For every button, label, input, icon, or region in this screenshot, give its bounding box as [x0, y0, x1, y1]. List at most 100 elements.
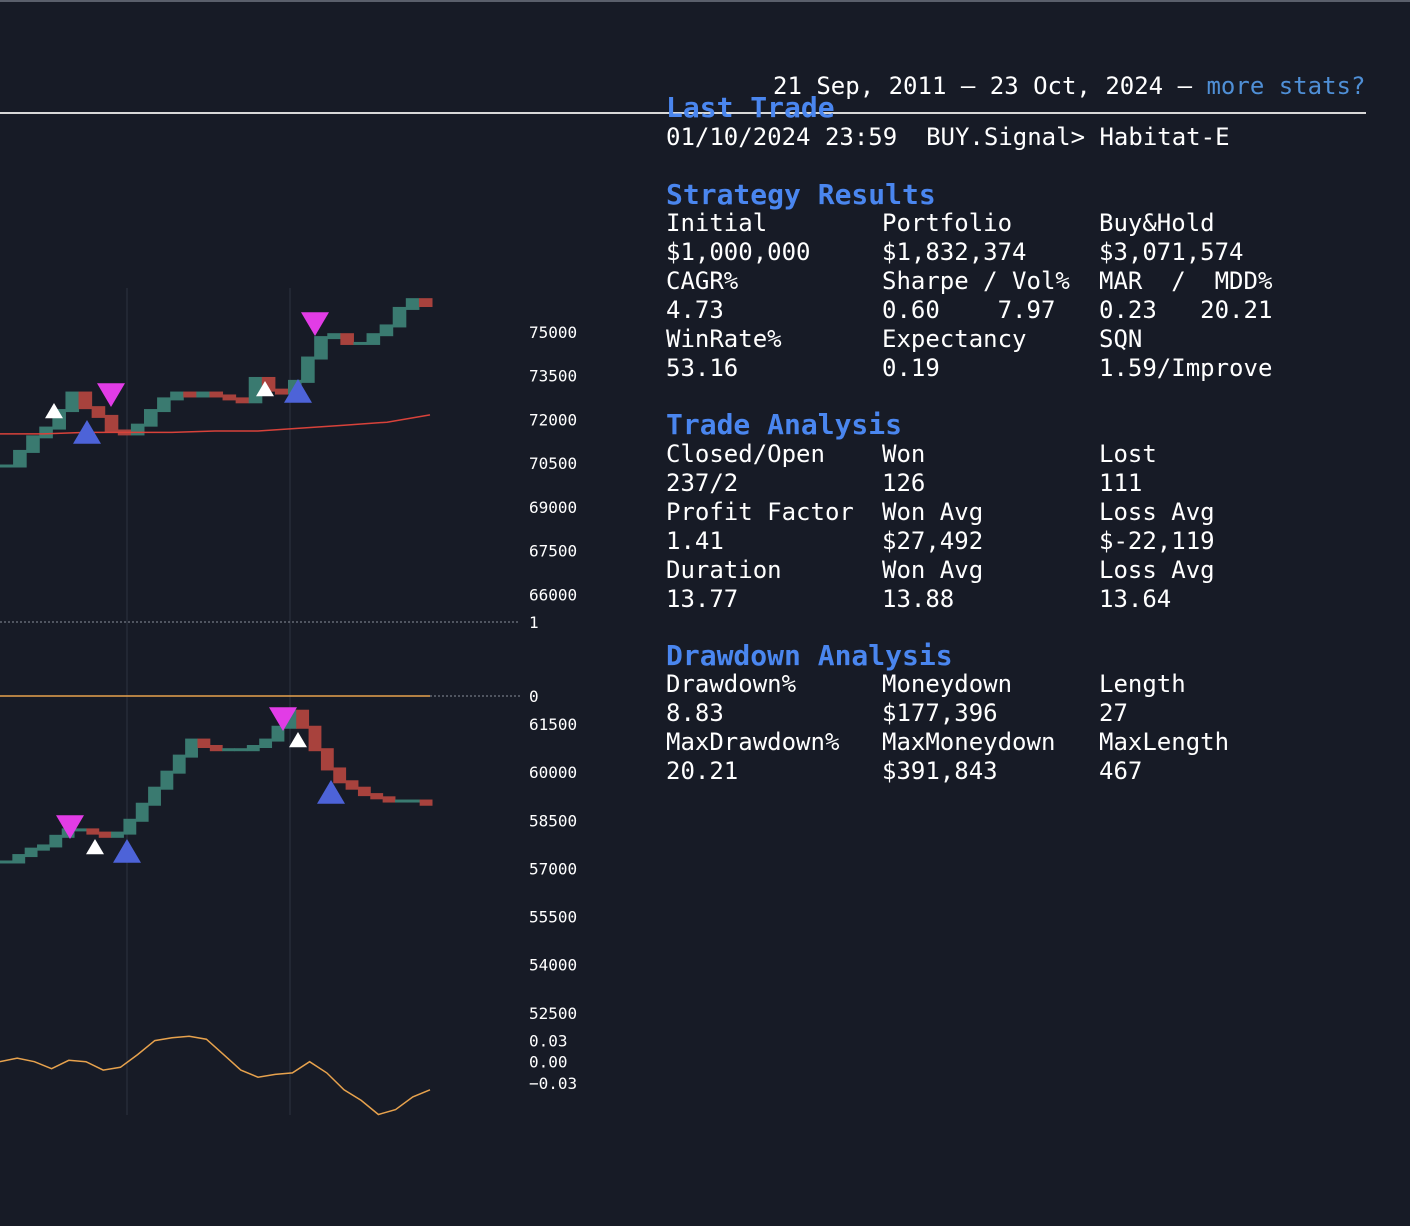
osc-axis-tick-label: −0.03 — [529, 1074, 577, 1093]
strategy-results-cell: $1,832,374 — [882, 238, 1027, 266]
strategy-results-title: Strategy Results — [666, 178, 936, 211]
trade-analysis-cell: Won Avg — [882, 498, 984, 526]
lower-candle-bar — [320, 748, 334, 771]
drawdown-analysis-cell: Length — [1099, 670, 1186, 698]
upper-candle-bar — [379, 324, 394, 337]
buy-marker-icon — [86, 839, 104, 855]
lower-axis-tick-label: 54000 — [529, 956, 577, 975]
more-stats-link[interactable]: more stats? — [1206, 72, 1366, 100]
indicator-axis-tick-label: 1 — [529, 613, 539, 632]
drawdown-analysis-title: Drawdown Analysis — [666, 639, 953, 672]
date-range-text: 21 Sep, 2011 – 23 Oct, 2024 – — [773, 72, 1193, 100]
strategy-results-cell: Expectancy — [882, 325, 1027, 353]
trade-analysis-cell: Loss Avg — [1099, 556, 1215, 584]
lower-candle-bar — [345, 780, 359, 790]
upper-candle-bar — [0, 464, 14, 468]
lower-candle-bar — [0, 860, 13, 864]
oscillator-pane — [0, 1035, 431, 1116]
strategy-results-cell: Buy&Hold — [1099, 209, 1215, 237]
lower-candle-bar — [222, 748, 236, 752]
lower-candle-bar — [185, 738, 198, 758]
buy-marker-icon — [284, 379, 312, 403]
lower-candle-bar — [172, 754, 186, 774]
strategy-results-cell: 0.23 20.21 — [1099, 296, 1273, 324]
upper-candle-bar — [170, 391, 184, 401]
strategy-results-cell: WinRate% — [666, 325, 782, 353]
upper-candle-bar — [130, 423, 145, 436]
upper-candle-bar — [157, 397, 171, 413]
price-chart[interactable]: 75000 73500 72000 70500 69000 67500 66000 1 0 615… — [0, 0, 620, 1226]
buy-marker-icon — [73, 420, 101, 444]
upper-candle-bar — [183, 391, 197, 398]
upper-candle-bar — [340, 333, 354, 345]
lower-candle-bar — [234, 748, 248, 752]
buy-marker-icon — [45, 403, 63, 419]
upper-axis-tick-label: 75000 — [529, 323, 577, 342]
upper-candle-bar — [366, 333, 381, 345]
upper-axis-tick-label: 73500 — [529, 367, 577, 386]
trade-analysis-title: Trade Analysis — [666, 408, 903, 441]
upper-candle-bar — [301, 356, 315, 383]
date-range: 21 Sep, 2011 – 23 Oct, 2024 – more stats… — [773, 72, 1365, 101]
lower-candle-bar — [308, 725, 322, 752]
lower-candle-bar — [296, 709, 310, 729]
drawdown-analysis-cell: 20.21 — [666, 757, 739, 785]
lower-axis-tick-label: 55500 — [529, 908, 577, 927]
upper-candle-bar — [274, 388, 289, 395]
trade-analysis-cell: $-22,119 — [1099, 527, 1215, 555]
lower-candle-bar — [382, 796, 396, 803]
lower-candle-bar — [12, 854, 26, 864]
lower-candle-bar — [197, 738, 211, 748]
trade-analysis-cell: 1.41 — [666, 527, 724, 555]
osc-axis-tick-label: 0.03 — [529, 1032, 568, 1051]
lower-candle-bar — [160, 770, 174, 790]
lower-candle-bar — [74, 828, 87, 832]
strategy-results-cell: 1.59/Improve — [1099, 354, 1273, 382]
trade-analysis-cell: Won Avg — [882, 556, 984, 584]
trade-analysis-cell: 13.77 — [666, 585, 739, 613]
upper-candle-bar — [314, 336, 328, 360]
drawdown-analysis-cell: MaxLength — [1099, 728, 1230, 756]
lower-candle-bar — [246, 744, 260, 752]
buy-marker-icon — [256, 381, 274, 397]
upper-candle-bar — [78, 391, 93, 410]
lower-pane — [0, 709, 433, 864]
drawdown-analysis-cell: 27 — [1099, 699, 1128, 727]
upper-axis-tick-label: 66000 — [529, 585, 577, 604]
drawdown-analysis-cell: Moneydown — [882, 670, 1013, 698]
trade-analysis-cell: $27,492 — [882, 527, 984, 555]
upper-candle-bar — [353, 341, 368, 345]
upper-candle-bar — [65, 391, 80, 413]
trade-analysis-cell: 237/2 — [666, 469, 739, 497]
trade-analysis-cell: Profit Factor — [666, 498, 854, 526]
upper-candle-bar — [327, 333, 341, 340]
header-divider — [0, 112, 1366, 114]
trade-analysis-cell: Duration — [666, 556, 782, 584]
buy-marker-icon — [317, 780, 345, 804]
lower-candle-bar — [135, 802, 149, 822]
trade-analysis-cell: Won — [882, 440, 926, 468]
drawdown-analysis-cell: 467 — [1099, 757, 1143, 785]
lower-candle-bar — [333, 767, 347, 784]
sell-marker-icon — [56, 815, 84, 839]
osc-axis-tick-label: 0.00 — [529, 1053, 568, 1072]
trade-analysis-cell: 111 — [1099, 469, 1143, 497]
upper-candle-bar — [405, 298, 420, 310]
lower-candle-bar — [370, 793, 384, 800]
upper-candle-bar — [91, 406, 106, 418]
strategy-results-cell: 0.19 — [882, 354, 940, 382]
upper-candle-bar — [222, 394, 237, 401]
strategy-results-cell: MAR / MDD% — [1099, 267, 1273, 295]
upper-axis-tick-label: 70500 — [529, 454, 577, 473]
strategy-results-cell: $3,071,574 — [1099, 238, 1244, 266]
lower-candle-bar — [407, 799, 421, 803]
lower-candle-bar — [394, 799, 408, 803]
upper-candle-bar — [13, 449, 27, 468]
lower-candle-bar — [123, 818, 137, 835]
strategy-results-cell: CAGR% — [666, 267, 739, 295]
drawdown-analysis-cell: $391,843 — [882, 757, 998, 785]
trade-analysis-cell: 126 — [882, 469, 926, 497]
strategy-results-cell: Portfolio — [882, 209, 1013, 237]
upper-candle-bar — [144, 409, 158, 427]
drawdown-analysis-cell: MaxMoneydown — [882, 728, 1056, 756]
